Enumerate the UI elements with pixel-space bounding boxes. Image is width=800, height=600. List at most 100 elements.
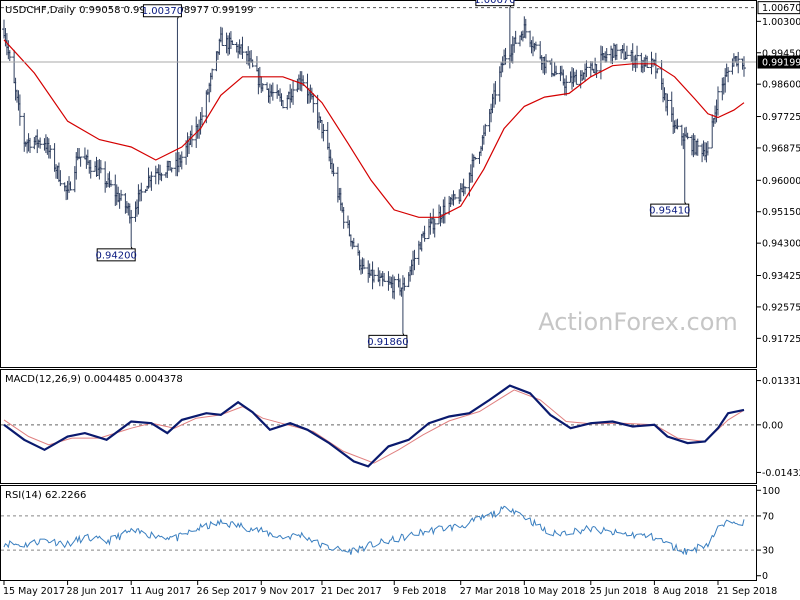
annotation-label: 1.00670 [474, 0, 515, 6]
axes: 1.00300 0.99450 0.98600 0.97725 0.96875 0.960… [3, 1, 800, 597]
price-bar [169, 167, 174, 173]
price-bar [189, 125, 194, 148]
price-bar [624, 45, 629, 59]
price-bar [665, 93, 670, 116]
annotation-box [142, 4, 182, 18]
annotation-box [96, 248, 136, 262]
rsi-line [3, 505, 745, 555]
price-bar [604, 47, 609, 63]
macd-y-tick-label: 0.013319 [762, 376, 800, 387]
x-tick-label: 9 Feb 2018 [393, 586, 446, 597]
annotation-box [475, 0, 515, 7]
price-bar [715, 86, 720, 116]
price-bar [311, 93, 316, 113]
annotation-label: 0.95410 [649, 206, 690, 217]
price-bar [675, 118, 680, 130]
price-bar [655, 68, 660, 74]
price-bar [78, 156, 83, 167]
price-bar [200, 107, 205, 126]
price-bar [543, 54, 548, 74]
x-tick-label: 25 Jun 2018 [590, 586, 647, 597]
price-bar [119, 189, 124, 201]
price-bar [533, 41, 538, 50]
price-bar [58, 170, 63, 187]
price-bar [220, 27, 225, 47]
price-bar [736, 51, 741, 74]
price-bar [7, 50, 12, 61]
price-bar [452, 193, 457, 200]
price-y-tick-label: 0.96875 [762, 143, 800, 154]
price-bar [554, 65, 559, 75]
price-bar [695, 138, 700, 156]
price-bar [38, 137, 43, 149]
macd-y-tick-label: -0.014323 [762, 468, 800, 479]
price-y-tick-label: 0.98600 [762, 80, 800, 91]
price-y-tick-label: 0.99450 [762, 48, 800, 59]
rsi-y-tick-label: 30 [762, 546, 774, 557]
price-bar [685, 132, 690, 140]
price-bar [321, 123, 326, 142]
x-tick-label: 15 May 2017 [3, 586, 65, 597]
x-tick-label: 11 Aug 2017 [130, 586, 191, 597]
price-header-symbol: USDCHF,Daily [5, 5, 75, 16]
price-axis-label-text: 0.99199 [762, 58, 800, 69]
x-tick-label: 26 Sep 2017 [197, 586, 257, 597]
price-bar [483, 123, 488, 137]
price-bar [28, 137, 33, 153]
price-bar [240, 36, 245, 59]
price-bar [422, 225, 427, 242]
annotation-label: 1.00370 [142, 6, 183, 17]
macd-pane-frame [0, 369, 757, 484]
price-bar [412, 249, 417, 271]
price-plot: 0.94200 1.00370 0.91860 1.00670 0.95410 [1, 0, 756, 348]
price-annotation: 1.00670 [474, 0, 516, 8]
price-bar [726, 67, 731, 83]
x-tick-label: 27 Mar 2018 [460, 586, 520, 597]
price-header-low: 0.98977 [168, 5, 209, 16]
watermark: ActionForex.com [538, 308, 738, 336]
price-annotation: 1.00370 [142, 4, 183, 19]
price-pane-frame [0, 0, 757, 368]
price-bar [260, 83, 265, 92]
price-bar [564, 75, 569, 96]
macd-main-line [3, 384, 745, 468]
price-bar [351, 237, 356, 248]
price-bar [523, 18, 528, 39]
price-bar [513, 30, 518, 45]
moving-average-line [3, 39, 745, 218]
x-tick-label: 10 May 2018 [523, 586, 585, 597]
price-bar [250, 59, 255, 68]
macd-signal-line [3, 389, 745, 464]
price-annotation: 0.94200 [96, 246, 137, 262]
price-bar [341, 206, 346, 229]
price-bar [742, 56, 746, 77]
price-bar [705, 141, 710, 156]
price-y-tick-label: 0.95150 [762, 207, 800, 218]
macd-header-label: MACD(12,26,9) 0.004485 0.004378 [5, 374, 183, 385]
price-bar [291, 80, 296, 105]
annotation-box [368, 334, 408, 348]
price-y-tick-label: 0.94300 [762, 239, 800, 250]
price-bar [493, 81, 498, 105]
price-axis-label-box [757, 1, 800, 15]
price-bar [382, 272, 387, 282]
price-bar [230, 40, 235, 45]
price-bar [584, 60, 589, 78]
annotation-label: 0.94200 [96, 250, 137, 261]
price-bar [129, 209, 134, 247]
annotation-label: 0.91860 [367, 337, 408, 348]
price-axis-label-box [757, 55, 800, 69]
price-bar [68, 181, 73, 191]
x-tick-label: 21 Sep 2018 [717, 586, 777, 597]
price-bar [361, 258, 366, 270]
price-annotation: 0.95410 [649, 201, 690, 217]
price-bar [473, 156, 478, 160]
price-bar [372, 269, 376, 283]
price-bar [108, 179, 113, 187]
price-y-tick-label: 1.00300 [762, 17, 800, 28]
price-bar [139, 182, 144, 202]
price-bar [270, 82, 275, 101]
price-y-tick-label: 0.97725 [762, 112, 800, 123]
x-tick-label: 9 Nov 2017 [260, 586, 315, 597]
